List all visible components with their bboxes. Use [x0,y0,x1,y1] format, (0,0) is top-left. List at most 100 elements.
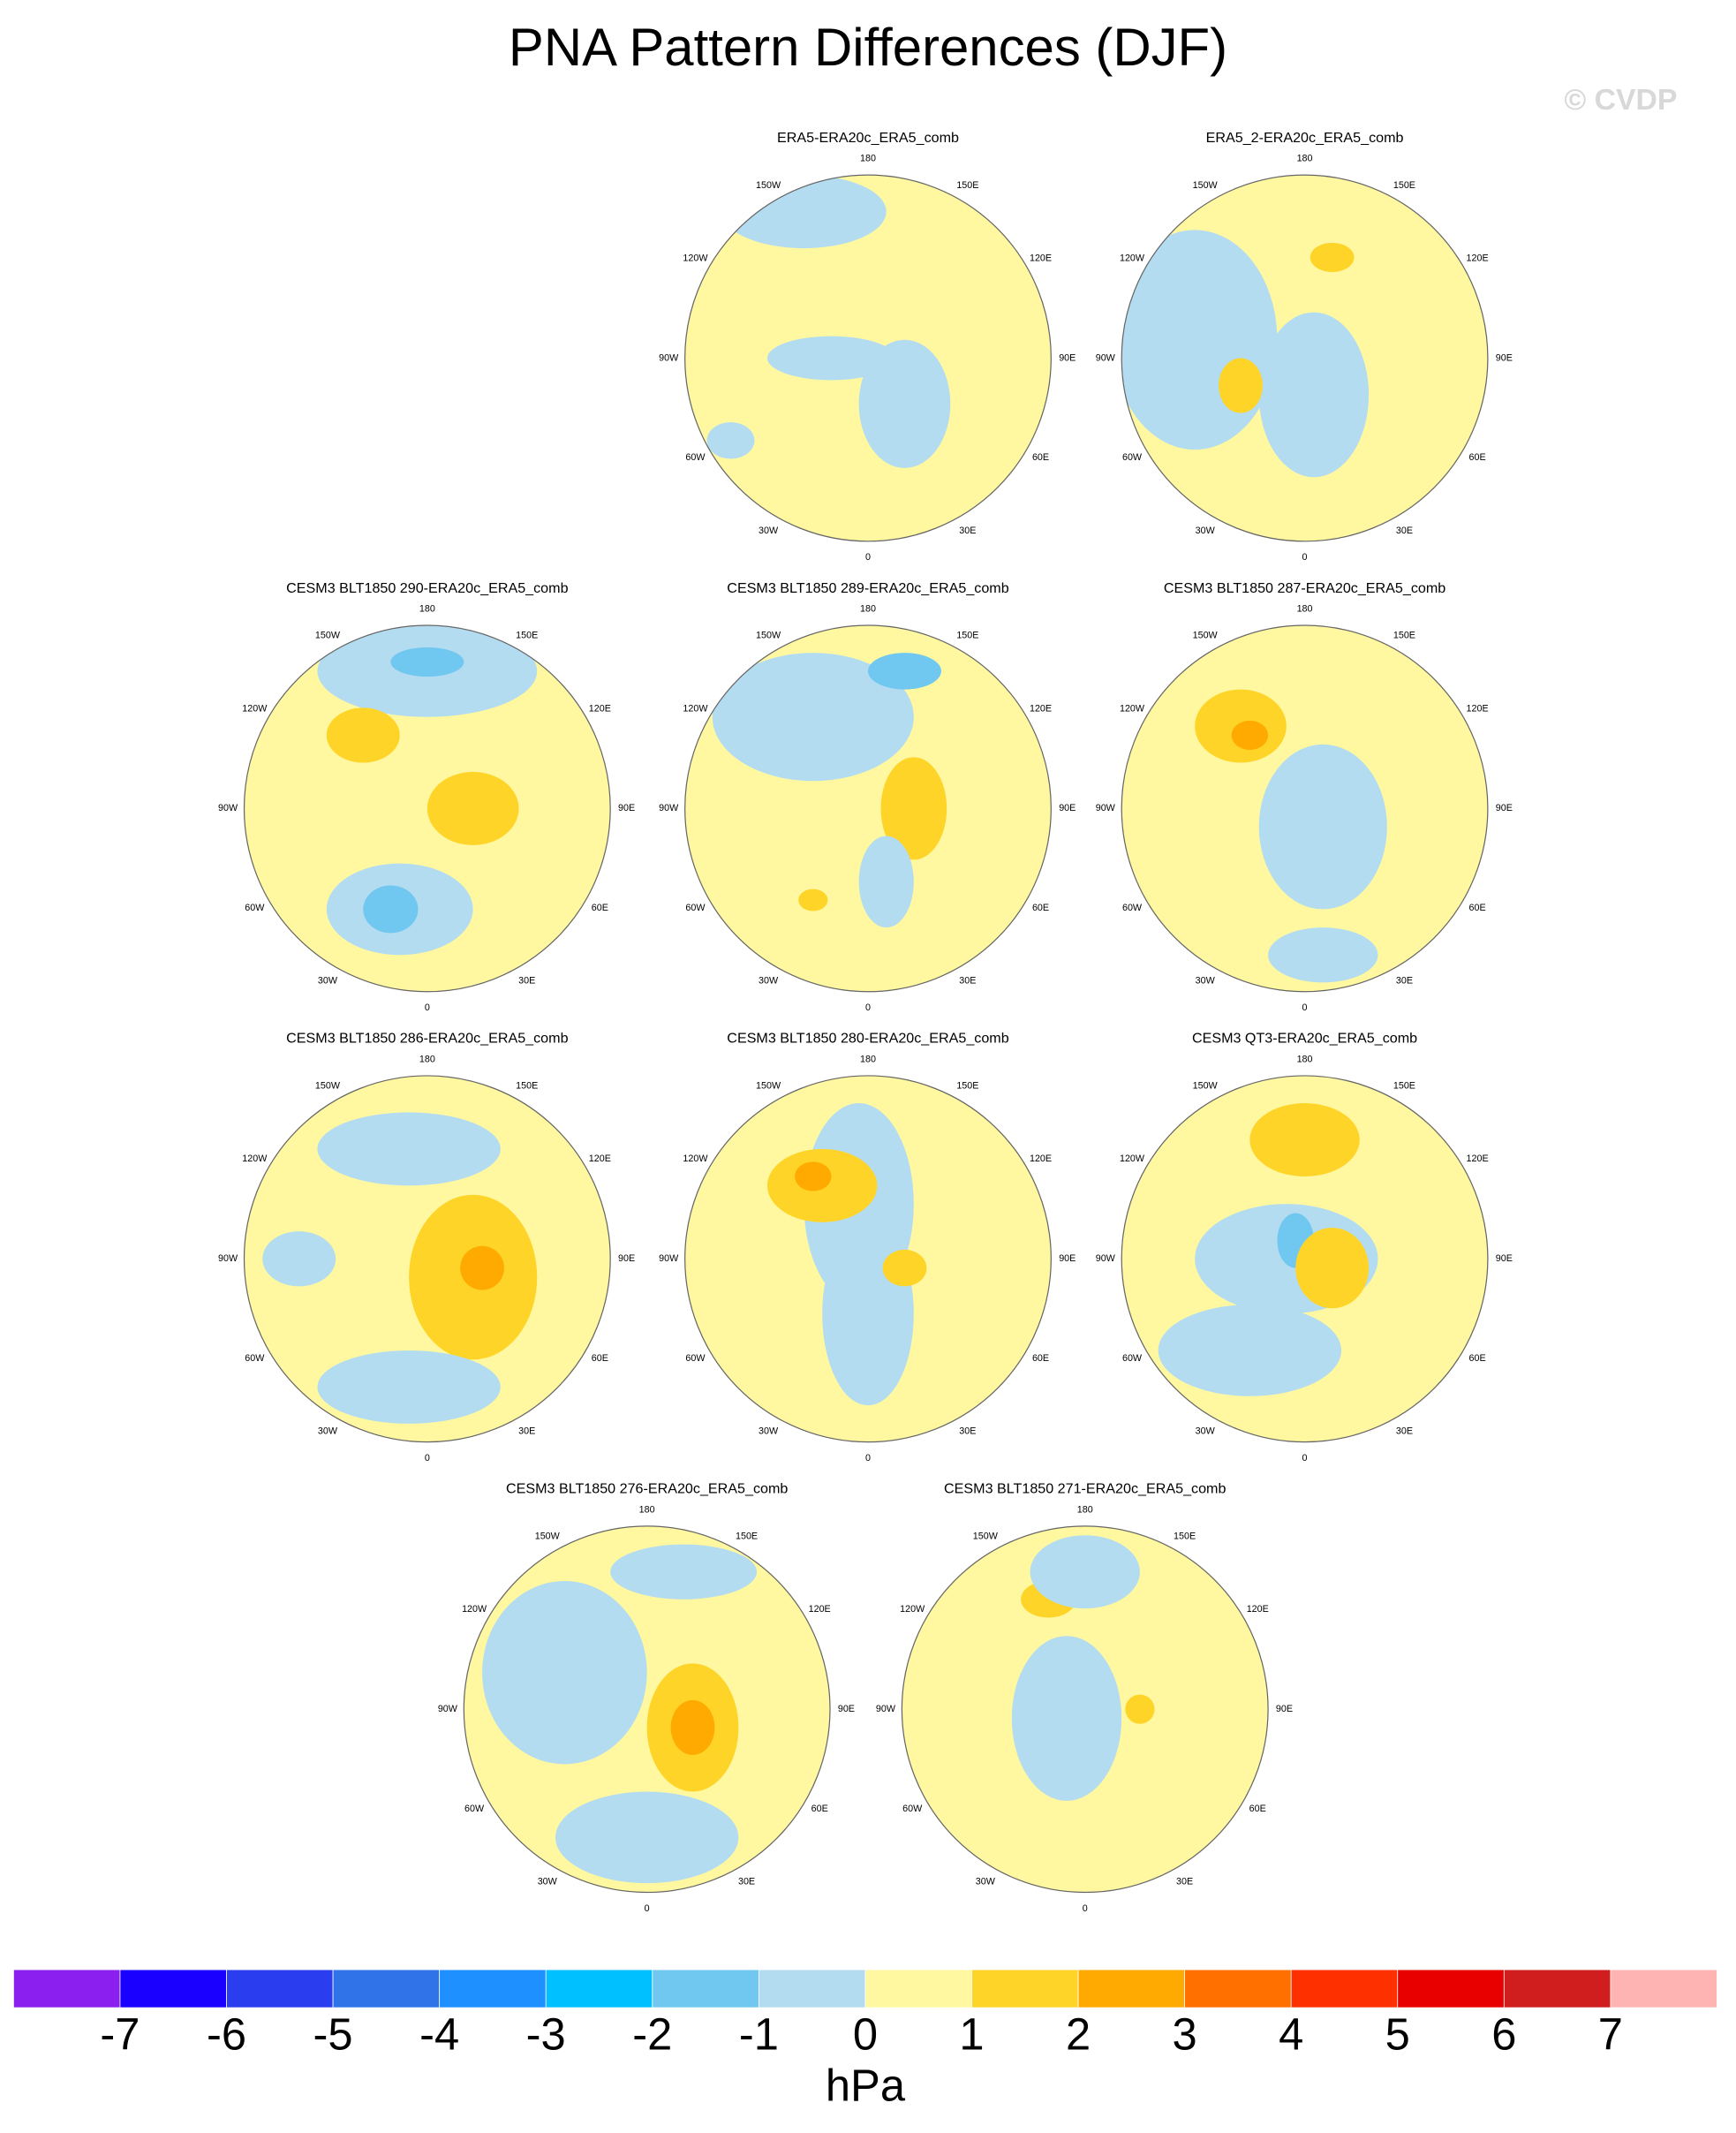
field-contour [706,422,755,459]
lon-label: 60E [592,1353,608,1364]
map-panel: ERA5_2-ERA20c_ERA5_comb 0 30E 60E 90E 120E 150… [1096,130,1513,563]
lon-label: 120W [1120,253,1145,263]
lon-label: 60W [685,903,706,913]
lon-label: 60W [902,1804,923,1814]
field-contour [670,1699,715,1756]
lon-label: 30E [959,976,976,987]
colorbar-box [1290,1969,1399,2008]
lon-label: 60E [1249,1804,1266,1814]
field-contour [555,1791,739,1884]
lon-label: 30E [1396,976,1413,987]
lon-label: 60E [1469,452,1486,463]
field-contour [610,1544,758,1600]
lon-label: 30W [759,526,779,536]
lon-label: 150W [535,1532,561,1542]
map-border [684,624,1052,993]
map-border [243,624,611,993]
lon-label: 0 [1083,1903,1088,1914]
lon-label: 180 [860,154,876,164]
lon-label: 150E [956,631,978,641]
colorbar-units: hPa [826,2061,906,2111]
lon-label: 150W [756,1081,781,1092]
field-contour [880,757,947,860]
lon-label: 180 [860,603,876,614]
panel-title: CESM3 BLT1850 286-ERA20c_ERA5_comb [286,1031,568,1047]
field-contour [822,1222,914,1406]
lon-label: 60W [685,1353,706,1364]
lon-label: 60E [1469,903,1486,913]
field-contour [1231,720,1269,751]
lon-label: 30E [518,1426,535,1437]
map-border [684,1075,1052,1443]
field [1121,230,1370,478]
lon-label: 0 [1302,1002,1308,1013]
lon-label: 120E [1467,703,1489,714]
panel-title: CESM3 BLT1850 271-ERA20c_ERA5_comb [944,1481,1226,1497]
colorbar-box [652,1969,759,2008]
lon-label: 180 [419,603,435,614]
lon-label: 0 [425,1453,430,1464]
lon-label: 150W [1193,631,1219,641]
lon-label: 90W [659,1253,679,1264]
field [712,653,947,928]
lon-label: 30W [318,976,338,987]
lon-label: 180 [1297,154,1313,164]
colorbar-box [226,1969,334,2008]
colorbar-label: 5 [1385,2008,1410,2059]
colorbar-label: 4 [1279,2008,1303,2059]
field-contour [1030,1535,1140,1609]
lon-label: 0 [865,1453,871,1464]
panel-title: CESM3 BLT1850 289-ERA20c_ERA5_comb [727,580,1008,596]
lon-label: 30W [538,1877,558,1887]
colorbar-label: -4 [419,2008,459,2059]
lon-label: 30W [759,976,779,987]
colorbar-box [1184,1969,1292,2008]
lon-label: 0 [865,552,871,563]
lon-label: 120W [242,703,268,714]
lon-label: 30E [1396,526,1413,536]
panel-title: CESM3 BLT1850 290-ERA20c_ERA5_comb [286,580,568,596]
panel-title: CESM3 BLT1850 287-ERA20c_ERA5_comb [1164,580,1445,596]
lon-label: 90W [218,803,238,813]
colorbar-label: 2 [1066,2008,1091,2059]
lon-label: 60E [1032,1353,1049,1364]
lon-label: 150W [973,1532,999,1542]
map-panel: CESM3 BLT1850 287-ERA20c_ERA5_comb 0 30E 60… [1096,580,1513,1013]
field-contour [1258,312,1370,478]
lon-label: 120W [900,1604,925,1615]
colorbar-box [439,1969,547,2008]
field-contour [798,889,828,911]
lon-label: 60E [1469,1353,1486,1364]
lon-label: 30E [1176,1877,1193,1887]
field [1195,689,1387,983]
lon-label: 30W [1196,976,1216,987]
field-contour [868,653,941,690]
colorbar-label: -3 [526,2008,566,2059]
map-panel: CESM3 BLT1850 280-ERA20c_ERA5_comb 0 30E 60… [659,1031,1076,1464]
colorbar-box [864,1969,972,2008]
lon-label: 120W [683,1153,708,1164]
map-border [463,1525,831,1894]
field-contour [766,336,896,381]
field-contour [390,647,464,677]
field-contour [1249,1103,1360,1176]
lon-label: 120W [1120,703,1145,714]
lon-label: 90E [1059,1253,1076,1264]
colorbar-box [971,1969,1079,2008]
lon-label: 150E [1174,1532,1196,1542]
watermark: © CVDP [1564,83,1677,117]
panel-title: CESM3 BLT1850 280-ERA20c_ERA5_comb [727,1031,1008,1047]
lon-label: 120E [589,1153,611,1164]
panel-title: CESM3 QT3-ERA20c_ERA5_comb [1192,1031,1417,1047]
field-contour [460,1245,504,1290]
lon-label: 0 [1302,1453,1308,1464]
field-contour [317,1350,501,1424]
lon-label: 180 [1297,1054,1313,1064]
lon-label: 120E [1030,703,1052,714]
map-panel: CESM3 BLT1850 289-ERA20c_ERA5_comb 0 30E 60… [659,580,1076,1013]
map-border [901,1525,1269,1894]
field-contour [1258,744,1387,910]
lon-label: 180 [639,1504,655,1515]
colorbar-label: 6 [1491,2008,1516,2059]
